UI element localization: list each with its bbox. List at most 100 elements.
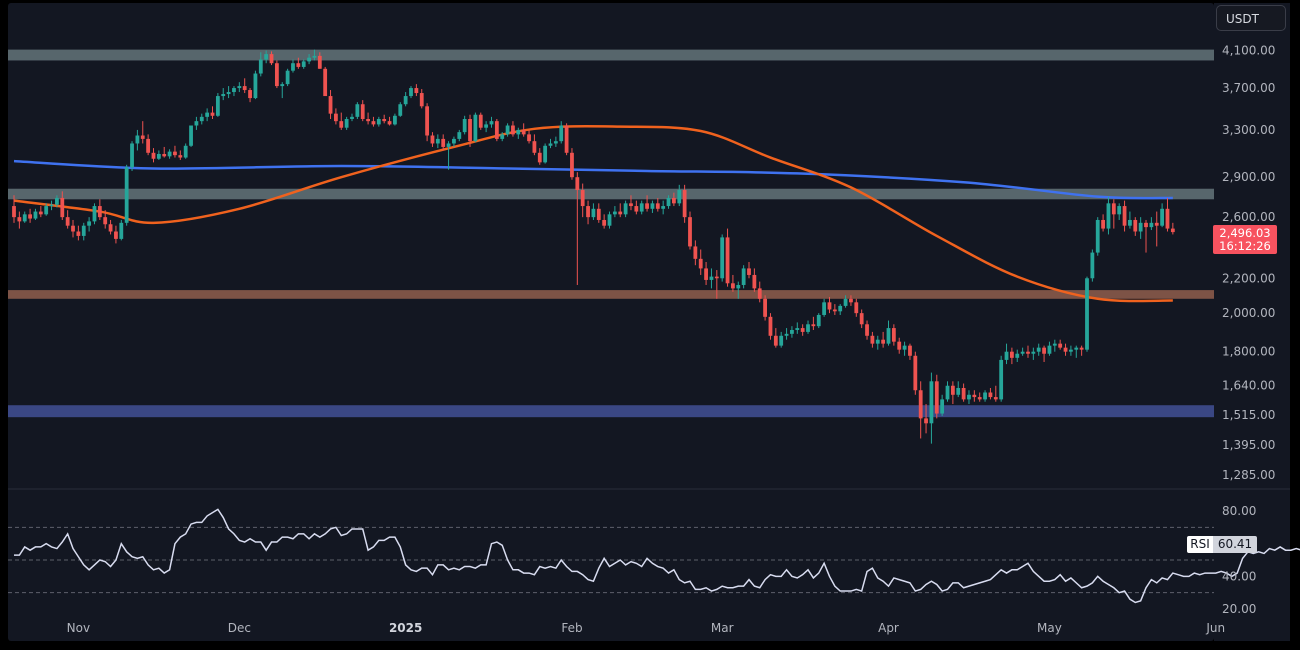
candle <box>757 281 762 303</box>
candle <box>221 88 226 101</box>
time-axis-label: Feb <box>561 621 582 635</box>
rsi-axis-label: 20.00 <box>1222 602 1256 616</box>
last-price-tag: 2,496.03 16:12:26 <box>1213 225 1277 254</box>
candle-body <box>961 387 966 400</box>
candle-body <box>725 237 730 284</box>
candle <box>570 148 574 180</box>
candle <box>1095 217 1100 256</box>
candle <box>425 103 430 142</box>
candle <box>645 195 649 212</box>
candle <box>92 203 97 225</box>
candle <box>387 116 392 126</box>
candle <box>516 127 521 139</box>
candle <box>38 206 43 218</box>
candle <box>918 381 923 439</box>
candle-body <box>269 54 274 64</box>
candle-body <box>87 221 92 226</box>
candle <box>671 192 676 207</box>
candle-body <box>355 104 360 117</box>
candle-body <box>1069 349 1073 352</box>
candle-body <box>414 88 419 94</box>
candle-body <box>704 268 708 280</box>
rsi-value-tag: RSI 60.41 <box>1187 536 1259 553</box>
candle-body <box>886 328 891 344</box>
candle-body <box>334 113 338 122</box>
candle-body <box>752 274 757 289</box>
candle <box>393 113 397 126</box>
candle-body <box>736 284 741 289</box>
candle-body <box>435 138 440 144</box>
candle <box>720 234 725 282</box>
candle-body <box>285 70 290 85</box>
time-axis-label: Nov <box>67 621 90 635</box>
candle-body <box>757 288 762 299</box>
candle-body <box>183 145 188 158</box>
candle <box>1085 276 1089 352</box>
candle <box>167 149 172 159</box>
candle <box>977 392 982 402</box>
candle <box>779 331 784 348</box>
candle <box>1079 345 1084 356</box>
candle-body <box>344 118 349 128</box>
candle-body <box>596 208 601 220</box>
candle <box>505 123 510 137</box>
candle <box>71 219 75 238</box>
candle-body <box>967 394 971 400</box>
candle <box>398 102 403 117</box>
candle <box>60 191 65 220</box>
candle-body <box>779 335 784 346</box>
candle <box>1031 347 1036 360</box>
candle <box>435 134 440 149</box>
candle-body <box>768 316 773 336</box>
candle-body <box>516 129 521 135</box>
candle <box>130 141 134 171</box>
candle-body <box>130 143 134 168</box>
candle-body <box>800 328 805 332</box>
candle <box>731 274 735 292</box>
candle <box>859 309 864 329</box>
price-axis-label: 1,800.00 <box>1222 345 1275 359</box>
candle-body <box>865 324 869 336</box>
candle-body <box>655 203 660 209</box>
candle <box>1170 222 1175 235</box>
candle-body <box>602 219 607 226</box>
candle <box>559 121 564 144</box>
candle <box>274 60 279 89</box>
candle-body <box>462 118 467 133</box>
candle <box>334 108 338 125</box>
candle-body <box>1074 347 1079 350</box>
candle-body <box>1042 347 1046 354</box>
candle-body <box>570 152 574 178</box>
candle-body <box>350 116 354 119</box>
candle <box>1160 203 1165 228</box>
candle-body <box>264 54 269 60</box>
candle <box>1004 343 1009 365</box>
candle <box>612 206 617 218</box>
last-price-value: 2,496.03 <box>1219 226 1271 240</box>
time-axis-label: Apr <box>878 621 899 635</box>
candle <box>811 316 816 330</box>
candle <box>806 320 810 334</box>
candle <box>55 195 59 208</box>
candle-body <box>489 121 494 125</box>
candle <box>591 203 596 220</box>
candle <box>940 394 945 416</box>
candle <box>183 143 188 159</box>
candle-body <box>114 231 118 239</box>
candle-body <box>977 397 982 400</box>
candle-body <box>634 206 639 212</box>
candle <box>312 49 317 61</box>
currency-selector[interactable]: USDT <box>1216 5 1286 31</box>
candle-body <box>543 145 548 163</box>
candle <box>795 322 800 334</box>
candle-body <box>645 203 649 209</box>
candle <box>108 219 113 235</box>
candle <box>242 78 247 94</box>
candle-body <box>22 214 27 222</box>
candle <box>956 381 961 398</box>
candle-body <box>296 63 301 67</box>
price-axis-label: 1,640.00 <box>1222 379 1275 393</box>
candle <box>548 138 553 149</box>
candle <box>607 211 612 229</box>
